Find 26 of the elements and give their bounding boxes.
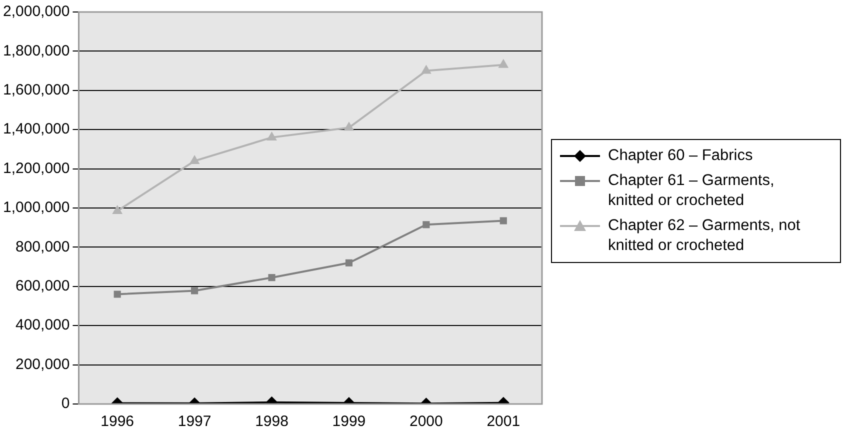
- y-tick-label: 1,800,000: [2, 42, 70, 60]
- y-tick-label: 1,400,000: [2, 120, 70, 138]
- point: [266, 131, 277, 140]
- y-tick-label: 400,000: [15, 316, 70, 334]
- point: [498, 58, 509, 68]
- y-tick-label: 0: [61, 395, 70, 412]
- y-tick-label: 600,000: [15, 278, 70, 295]
- point: [344, 122, 354, 131]
- x-tick-label: 2000: [409, 413, 443, 430]
- y-tick-label: 1,600,000: [2, 82, 70, 99]
- legend-label: Chapter 62 – Garments, not knitted or crocheted: [608, 216, 802, 256]
- x-tick-label: 1996: [100, 413, 134, 430]
- legend-label: Chapter 61 – Garments, knitted or crocheted: [608, 171, 776, 211]
- point: [420, 64, 432, 74]
- x-tick-label: 2001: [486, 413, 520, 430]
- y-tick-label: 1,000,000: [2, 199, 70, 216]
- y-tick-label: 800,000: [15, 238, 70, 256]
- point: [112, 204, 123, 214]
- y-tick-label: 200,000: [15, 356, 70, 373]
- x-tick-label: 1998: [255, 413, 288, 430]
- x-tick-label: 1997: [178, 413, 212, 430]
- legend-label: Chapter 60 – Fabrics: [608, 146, 754, 166]
- y-tick-label: 2,000,000: [2, 3, 70, 20]
- point: [189, 154, 200, 164]
- y-tick-label: 1,200,000: [2, 160, 70, 177]
- x-tick-label: 1999: [332, 413, 366, 430]
